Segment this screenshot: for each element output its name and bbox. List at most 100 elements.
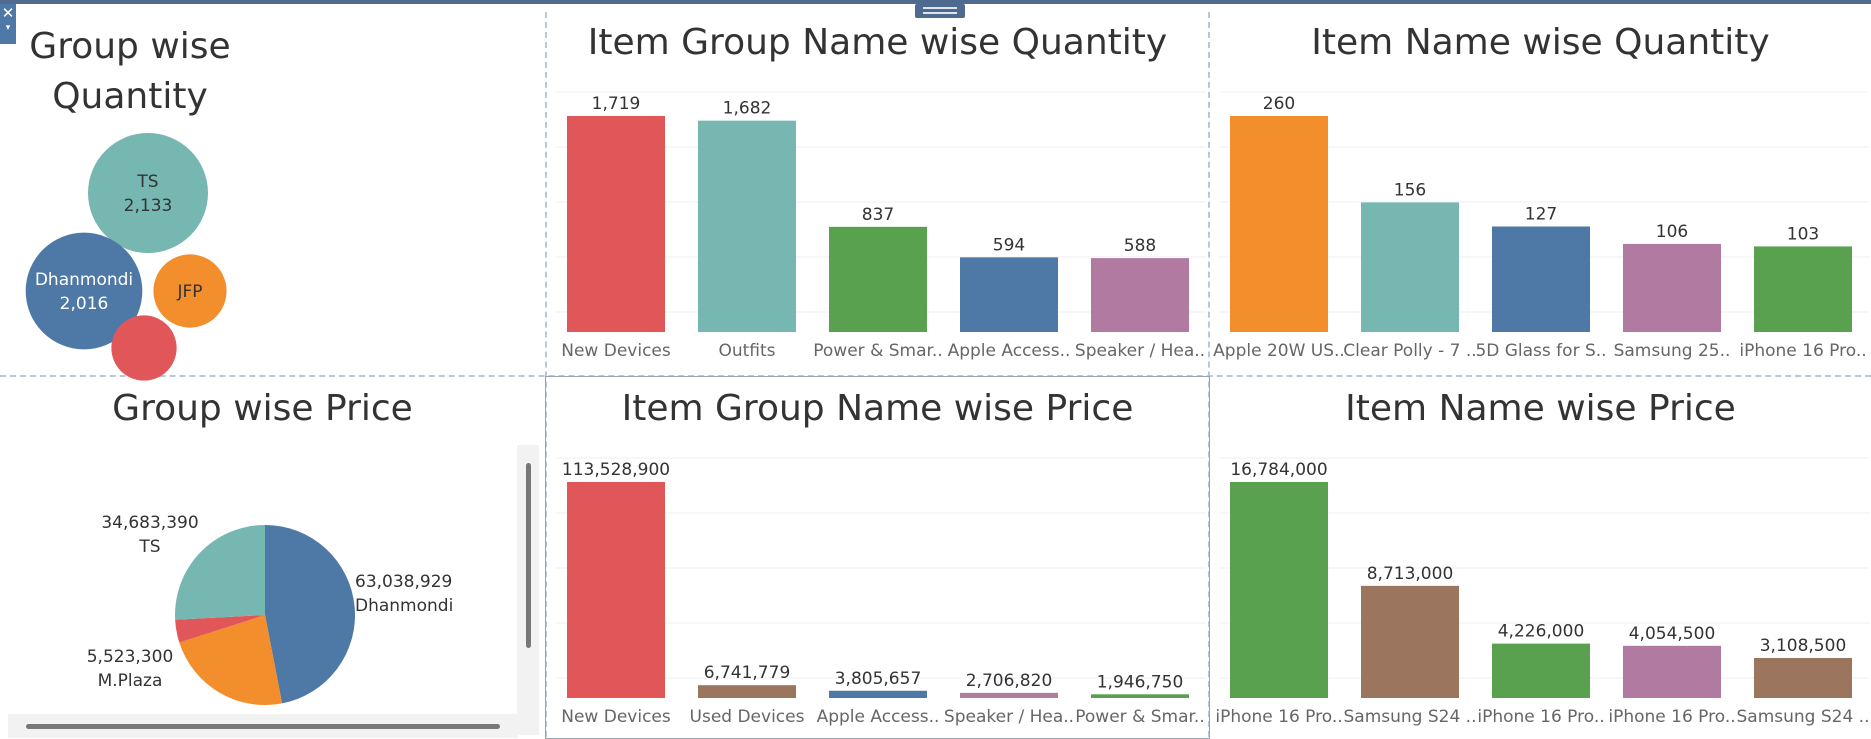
top-border: [0, 0, 1871, 4]
data-label: 3,108,500: [1760, 636, 1847, 656]
category-label: Apple 20W US..: [1213, 341, 1345, 361]
bar[interactable]: [1230, 482, 1328, 698]
bar[interactable]: [698, 685, 796, 698]
data-label: 106: [1656, 222, 1688, 242]
slice-value: 5,523,300: [87, 647, 174, 667]
bar[interactable]: [1623, 645, 1721, 698]
bar[interactable]: [567, 116, 665, 332]
bar[interactable]: [829, 226, 927, 332]
item-group-price-title: Item Group Name wise Price: [621, 388, 1134, 429]
data-label: 113,528,900: [562, 460, 670, 480]
bubble-label: JFP: [176, 282, 202, 302]
pie-slice[interactable]: [265, 525, 355, 704]
bar[interactable]: [1623, 243, 1721, 332]
data-label: 1,682: [723, 99, 772, 119]
bubble[interactable]: [25, 232, 143, 350]
data-label: 16,784,000: [1230, 460, 1327, 480]
scrollbar-thumb[interactable]: [26, 724, 500, 729]
category-label: Power & Smar..: [813, 341, 942, 361]
scrollbar-thumb[interactable]: [526, 463, 531, 648]
bar[interactable]: [960, 692, 1058, 698]
category-label: iPhone 16 Pro..: [1477, 707, 1604, 727]
data-label: 3,805,657: [835, 669, 922, 689]
bar[interactable]: [1754, 657, 1852, 698]
bar[interactable]: [1091, 694, 1189, 698]
bubble-label: TS: [136, 172, 158, 192]
category-label: iPhone 16 Pro..: [1608, 707, 1735, 727]
group-price-title: Group wise Price: [112, 388, 413, 429]
data-label: 103: [1787, 224, 1819, 244]
bar[interactable]: [960, 257, 1058, 332]
bar[interactable]: [698, 120, 796, 332]
category-label: 5D Glass for S..: [1475, 341, 1606, 361]
data-label: 588: [1124, 236, 1156, 256]
category-label: iPhone 16 Pro..: [1739, 341, 1866, 361]
category-label: Speaker / Hea..: [944, 707, 1074, 727]
pie-slice[interactable]: [179, 615, 283, 705]
item-name-price-bar-chart[interactable]: 16,784,000 iPhone 16 Pro.. 8,713,000 Samsun…: [1215, 448, 1870, 738]
group-qty-bubble-chart[interactable]: TS 2,133 Dhanmondi 2,016 JFP: [0, 120, 250, 381]
category-label: Power & Smar..: [1075, 707, 1204, 727]
bubble[interactable]: [88, 133, 208, 253]
category-label: New Devices: [561, 341, 671, 361]
data-label: 260: [1263, 94, 1295, 114]
item-group-price-bar-chart[interactable]: 113,528,900 New Devices 6,741,779 Used Devi…: [556, 448, 1206, 738]
data-label: 4,054,500: [1629, 624, 1716, 644]
data-label: 127: [1525, 204, 1557, 224]
data-label: 2,706,820: [966, 671, 1053, 691]
data-label: 156: [1394, 180, 1426, 200]
bar[interactable]: [1091, 258, 1189, 332]
category-label: Apple Access..: [948, 341, 1071, 361]
item-group-qty-bar-chart[interactable]: 1,719 New Devices 1,682 Outfits 837 Power & S…: [556, 82, 1206, 372]
divider: [1208, 12, 1210, 737]
bubble[interactable]: [111, 315, 177, 381]
slice-label: Dhanmondi: [355, 596, 453, 616]
close-icon[interactable]: ✕ ▾: [0, 4, 16, 44]
slice-value: 63,038,929: [355, 572, 452, 592]
bar[interactable]: [1361, 585, 1459, 698]
category-label: iPhone 16 Pro..: [1215, 707, 1342, 727]
chevron-down-icon[interactable]: ▾: [5, 23, 11, 33]
data-label: 1,946,750: [1097, 672, 1184, 692]
category-label: Samsung 25..: [1614, 341, 1731, 361]
bar[interactable]: [1492, 643, 1590, 698]
data-label: 8,713,000: [1367, 564, 1454, 584]
category-label: Speaker / Hea..: [1075, 341, 1205, 361]
horizontal-scrollbar[interactable]: [8, 714, 518, 738]
bubble-value: 2,016: [60, 294, 109, 314]
pie-slice[interactable]: [175, 525, 265, 620]
bubble[interactable]: [153, 254, 227, 328]
category-label: New Devices: [561, 707, 671, 727]
bar[interactable]: [1361, 202, 1459, 332]
category-label: Used Devices: [690, 707, 805, 727]
drag-handle-icon[interactable]: [915, 4, 965, 18]
divider: [545, 12, 547, 737]
slice-label: TS: [138, 537, 160, 557]
data-label: 594: [993, 235, 1025, 255]
bar[interactable]: [1754, 246, 1852, 332]
bar[interactable]: [1230, 116, 1328, 332]
vertical-scrollbar[interactable]: [517, 445, 539, 735]
bar[interactable]: [829, 690, 927, 698]
data-label: 1,719: [592, 94, 641, 114]
category-label: Samsung S24 ..: [1343, 707, 1476, 727]
pie-slice[interactable]: [175, 615, 265, 643]
item-group-qty-title: Item Group Name wise Quantity: [587, 22, 1168, 63]
category-label: Outfits: [718, 341, 775, 361]
item-name-qty-bar-chart[interactable]: 260 Apple 20W US.. 156 Clear Polly - 7 .. 12…: [1213, 82, 1869, 372]
category-label: Samsung S24 ..: [1736, 707, 1869, 727]
slice-label: M.Plaza: [98, 671, 163, 691]
bubble-label: Dhanmondi: [35, 270, 133, 290]
category-label: Clear Polly - 7 ..: [1343, 341, 1476, 361]
group-price-pie-chart[interactable]: 63,038,929 Dhanmondi 5,523,300 M.Plaza 34,68…: [0, 440, 515, 712]
item-name-price-title: Item Name wise Price: [1345, 388, 1736, 429]
bubble-value: 2,133: [124, 196, 173, 216]
bar[interactable]: [1492, 226, 1590, 332]
category-label: Apple Access..: [817, 707, 940, 727]
slice-value: 34,683,390: [101, 513, 198, 533]
group-qty-title: Group wise Quantity: [29, 26, 231, 117]
data-label: 837: [862, 205, 894, 225]
data-label: 6,741,779: [704, 663, 791, 683]
data-label: 4,226,000: [1498, 622, 1585, 642]
bar[interactable]: [567, 482, 665, 698]
